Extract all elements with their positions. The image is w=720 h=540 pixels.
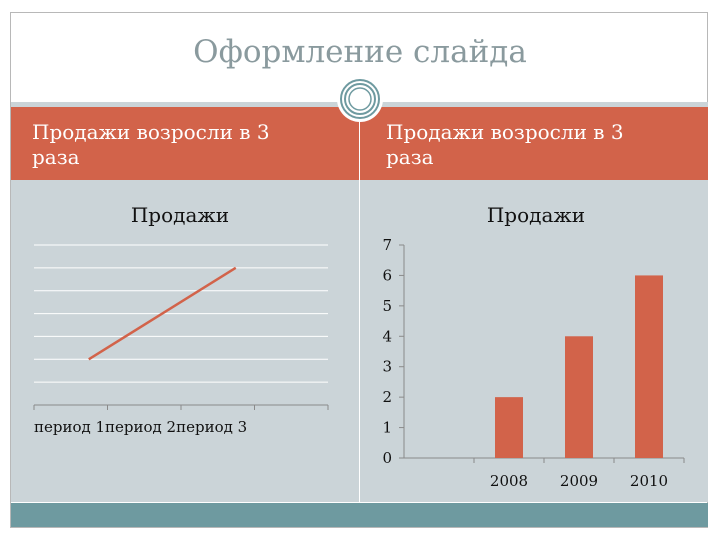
bar-chart-y-tick-label: 3 xyxy=(382,358,392,376)
bar-chart: Продажи 0 1 2 3 4 5 6 7 2008 2009 2010 xyxy=(382,203,685,490)
line-chart-grid xyxy=(34,244,328,383)
right-heading: Продажи возросли в 3 раза xyxy=(386,120,624,169)
line-chart-x-labels: период 1период 2период 3 xyxy=(34,418,247,436)
bar-chart-y-tick-label: 7 xyxy=(382,236,392,254)
slide-title: Оформление слайда xyxy=(193,34,527,70)
bar-chart-y-tick-label: 6 xyxy=(382,266,392,284)
bar-chart-x-label: 2010 xyxy=(630,472,668,490)
bar-chart-x-label: 2008 xyxy=(490,472,528,490)
bar-chart-bars xyxy=(495,275,663,458)
bar-chart-y-ticks: 0 1 2 3 4 5 6 7 xyxy=(382,236,392,467)
bar-chart-y-tick-label: 2 xyxy=(382,388,392,406)
line-chart-series-line xyxy=(88,266,237,361)
bar-2010 xyxy=(635,275,663,458)
bar-chart-title: Продажи xyxy=(487,203,585,227)
bar-chart-y-tick-label: 4 xyxy=(382,327,392,345)
bar-chart-x-label: 2009 xyxy=(560,472,598,490)
bar-2008 xyxy=(495,397,523,458)
line-chart-x-labels-text: период 1период 2период 3 xyxy=(34,418,247,436)
line-chart-title: Продажи xyxy=(131,203,229,227)
line-chart: Продажи период 1период 2период 3 xyxy=(33,203,329,436)
line-chart-x-axis xyxy=(33,404,329,410)
bar-chart-y-tick-label: 5 xyxy=(382,297,392,315)
ring-ornament-icon xyxy=(337,76,383,122)
bar-chart-y-tick-label: 0 xyxy=(382,449,392,467)
footer-band xyxy=(11,503,708,527)
left-heading: Продажи возросли в 3 раза xyxy=(32,120,270,169)
bar-2009 xyxy=(565,336,593,458)
column-divider xyxy=(359,100,360,502)
bar-chart-y-tick-label: 1 xyxy=(382,419,392,437)
line-chart-series xyxy=(88,266,237,361)
bar-chart-x-labels: 2008 2009 2010 xyxy=(490,472,668,490)
